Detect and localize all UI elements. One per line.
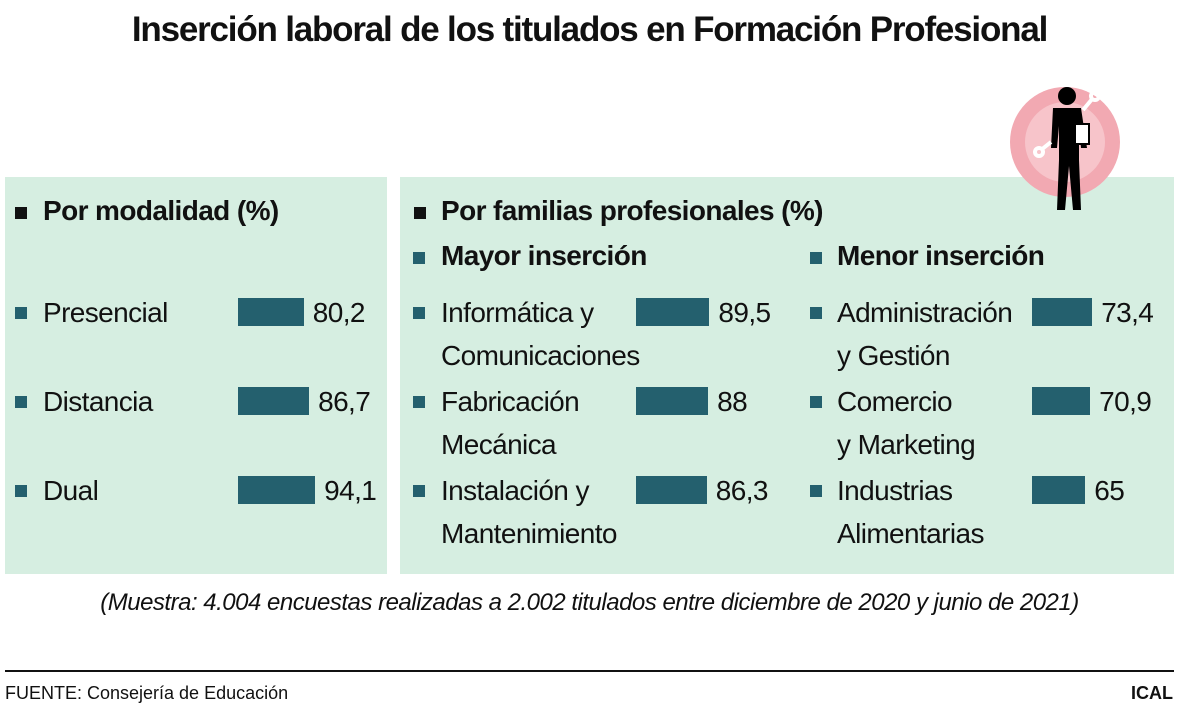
value-label: 80,2: [312, 297, 366, 328]
wrench: [1033, 90, 1101, 158]
bullet: [15, 485, 27, 497]
bar: [238, 298, 304, 326]
bullet: [15, 396, 27, 408]
title: Inserción laboral de los titulados en Fo…: [131, 10, 1048, 49]
credit: ICAL: [1131, 683, 1173, 703]
category-label: Presencial: [43, 297, 168, 328]
bullet: [810, 252, 822, 264]
bullet: [15, 307, 27, 319]
value-label: 86,3: [715, 475, 769, 506]
value-label: 65: [1094, 475, 1125, 506]
category-label: Comercio y Marketing: [837, 386, 976, 460]
chart-title: Por modalidad (%): [43, 195, 279, 226]
bar: [636, 476, 707, 504]
bar: [238, 387, 310, 415]
category-label: Industrias Alimentarias: [837, 475, 984, 549]
source: FUENTE: Consejería de Educación: [5, 683, 289, 703]
bullet: [413, 396, 425, 408]
bar: [1032, 476, 1086, 504]
note: (Muestra: 4.004 encuestas realizadas a 2…: [100, 589, 1079, 616]
category-label: Instalación y Mantenimiento: [441, 475, 617, 549]
panel-left: [5, 177, 387, 574]
bullet: [810, 307, 822, 319]
rule: [5, 670, 1174, 672]
category-label: Fabricación Mecánica: [441, 386, 580, 460]
bullet: [414, 207, 426, 219]
bullet: [810, 485, 822, 497]
category-label: Distancia: [43, 386, 153, 417]
value-label: 86,7: [318, 386, 371, 417]
bullet: [413, 307, 425, 319]
bar: [636, 387, 709, 415]
category-label: Informática y Comunicaciones: [441, 297, 640, 371]
bullet: [413, 485, 425, 497]
bar: [1032, 298, 1093, 326]
value-label: 89,5: [718, 297, 771, 328]
worker-silhouette: [1051, 87, 1090, 210]
chart-title: Mayor inserción: [441, 240, 647, 271]
value-label: 88: [717, 386, 748, 417]
bullet: [810, 396, 822, 408]
value-label: 70,9: [1099, 386, 1152, 417]
category-label: Administración y Gestión: [837, 297, 1013, 371]
worker-icon: [1010, 87, 1120, 210]
chart-title: Menor inserción: [837, 240, 1045, 271]
category-label: Dual: [43, 475, 99, 506]
bullet: [413, 252, 425, 264]
value-label: 73,4: [1101, 297, 1154, 328]
value-label: 94,1: [324, 475, 377, 506]
section-title: Por familias profesionales (%): [441, 195, 823, 226]
bar: [636, 298, 710, 326]
bar: [1032, 387, 1091, 415]
bullet: [15, 207, 27, 219]
bar: [238, 476, 316, 504]
panel-right: [400, 177, 1174, 574]
